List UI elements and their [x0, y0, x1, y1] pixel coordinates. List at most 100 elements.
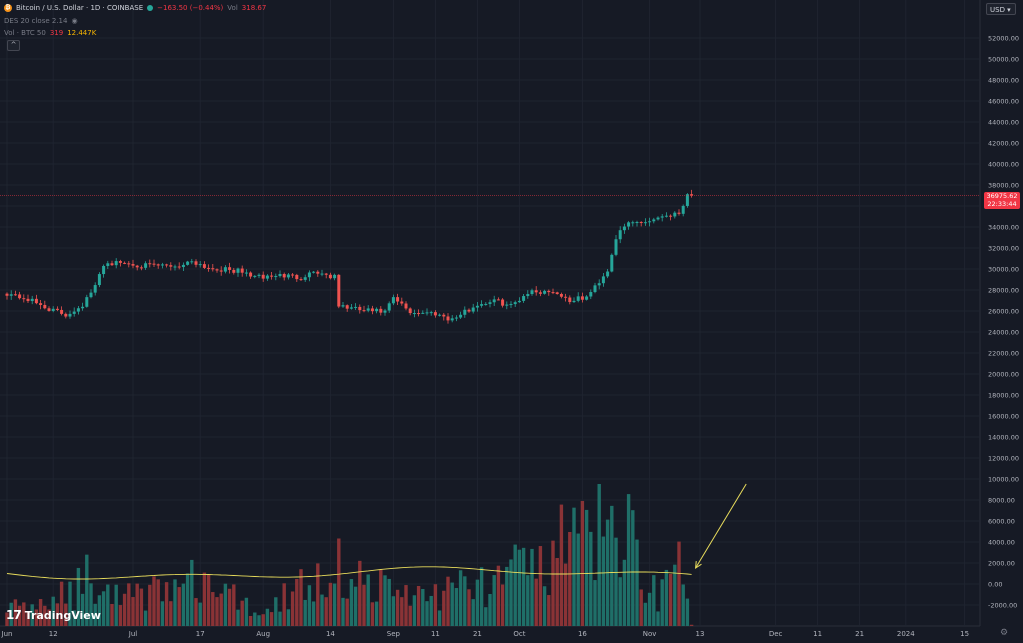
candle-body: [30, 298, 34, 302]
volume-bar: [652, 575, 656, 626]
volume-bar: [656, 611, 660, 626]
candle-body: [526, 294, 530, 297]
candle-body: [291, 274, 295, 276]
price-tick-label: 44000.00: [988, 119, 1019, 127]
last-price-value: 36975.62: [986, 192, 1018, 200]
volume-bar: [568, 531, 572, 626]
volume-bar: [240, 600, 244, 626]
price-tick-label: 48000.00: [988, 77, 1019, 85]
time-tick-label: 14: [326, 630, 335, 638]
volume-bar: [248, 615, 253, 626]
candle-body: [257, 274, 261, 276]
candle-body: [505, 304, 509, 306]
ma-label: DES 20 close 2.14: [4, 17, 68, 25]
gear-icon[interactable]: ⚙: [1000, 628, 1009, 638]
volume-bar: [446, 576, 450, 626]
candle-body: [513, 302, 517, 305]
candle-body: [249, 272, 253, 277]
candle-body: [47, 308, 51, 311]
candle-body: [181, 264, 185, 268]
volume-bar: [160, 601, 165, 626]
volume-legend[interactable]: Vol · BTC 50 319 12.447K: [4, 28, 96, 38]
volume-bar: [467, 589, 471, 626]
candle-body: [123, 262, 127, 264]
candle-body: [89, 292, 93, 298]
time-tick-label: Jun: [1, 630, 13, 638]
candle-body: [631, 222, 635, 224]
candle-body: [400, 301, 404, 304]
volume-bar: [551, 540, 555, 626]
candle-body: [148, 263, 152, 265]
volume-bar: [526, 575, 530, 626]
volume-bar: [202, 572, 207, 626]
candle-body: [459, 314, 463, 318]
candle-body: [417, 313, 421, 315]
candle-body: [60, 309, 64, 314]
symbol-legend[interactable]: ₿ Bitcoin / U.S. Dollar · 1D · COINBASE …: [4, 3, 266, 13]
currency-button[interactable]: USD ▾: [986, 3, 1016, 15]
candle-body: [543, 290, 547, 294]
volume-bar: [286, 609, 291, 626]
candle-body: [572, 300, 576, 303]
price-tick-label: 12000.00: [988, 455, 1019, 463]
price-tick-label: 50000.00: [988, 56, 1019, 64]
volume-bar: [555, 558, 559, 626]
volume-bar: [227, 588, 232, 626]
candle-body: [433, 312, 437, 316]
volume-bar: [496, 565, 501, 626]
volume-bar: [181, 583, 186, 626]
volume-bar: [22, 602, 26, 626]
price-tick-label: 42000.00: [988, 140, 1019, 148]
candle-body: [593, 285, 597, 293]
volume-bar: [383, 575, 387, 626]
volume-bar: [127, 583, 131, 626]
candle-body: [76, 308, 80, 312]
volume-bar: [517, 549, 522, 626]
volume-bar: [668, 573, 673, 626]
candle-body: [232, 269, 236, 273]
volume-bar: [673, 564, 677, 626]
volume-bar: [307, 585, 312, 626]
candle-body: [316, 271, 320, 274]
volume-bar: [433, 584, 438, 626]
volume-bar: [5, 612, 9, 626]
candle-body: [312, 271, 316, 273]
volume-bar: [324, 597, 328, 626]
symbol-title: Bitcoin / U.S. Dollar · 1D · COINBASE: [16, 4, 144, 12]
volume-bar: [169, 601, 173, 626]
volume-bar: [580, 500, 585, 626]
tradingview-logo[interactable]: 𝟭𝟳 TradingView: [6, 608, 101, 622]
time-tick-label: Jul: [128, 630, 138, 638]
candle-body: [328, 274, 332, 279]
volume-bar: [589, 531, 593, 626]
volume-bar: [114, 584, 118, 626]
candle-body: [244, 272, 248, 274]
volume-bar: [198, 602, 202, 626]
candle-body: [299, 279, 303, 281]
candle-body: [387, 303, 391, 311]
candle-body: [488, 302, 492, 304]
candle-body: [274, 276, 278, 278]
candle-body: [501, 299, 505, 306]
candle-body: [160, 264, 164, 266]
volume-bar: [265, 608, 270, 626]
price-tick-label: 16000.00: [988, 413, 1019, 421]
candle-body: [408, 308, 412, 314]
candle-body: [463, 309, 467, 315]
collapse-legend-button[interactable]: ^: [7, 40, 20, 51]
volume-bar: [500, 584, 505, 626]
candle-body: [152, 263, 156, 265]
candle-body: [366, 308, 370, 311]
volume-bar: [492, 575, 496, 626]
price-tick-label: -2000.00: [988, 602, 1017, 610]
price-tick-label: 2000.00: [988, 560, 1015, 568]
eye-icon[interactable]: ◉: [71, 17, 78, 25]
volume-bar: [530, 548, 534, 626]
candle-body: [102, 265, 106, 275]
market-status-icon: [147, 5, 154, 11]
volume-bar: [17, 605, 22, 626]
time-tick-label: 11: [813, 630, 822, 638]
candle-body: [362, 310, 366, 312]
ma-legend[interactable]: DES 20 close 2.14 ◉: [4, 16, 78, 26]
